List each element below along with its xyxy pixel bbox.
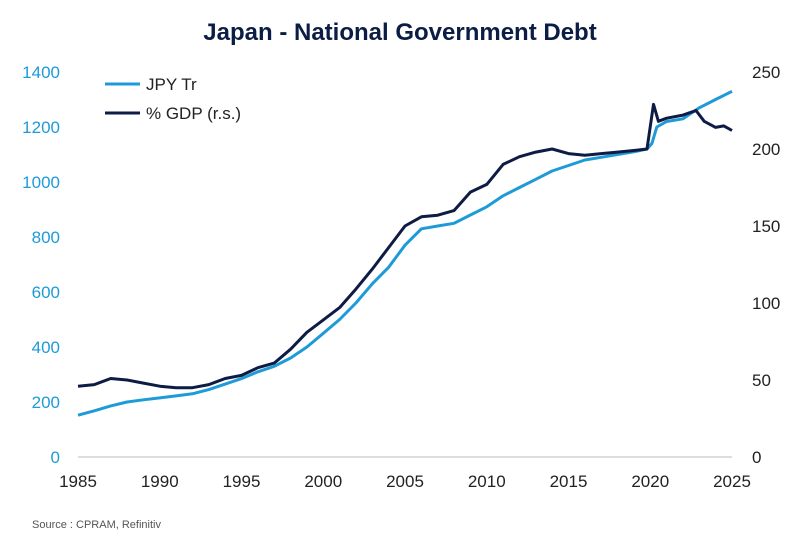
left-tick-label: 1200 (22, 118, 60, 137)
left-y-axis: 0 200 400 600 800 1000 1200 1400 (22, 63, 60, 467)
left-tick-label: 1000 (22, 173, 60, 192)
x-tick-label: 1995 (223, 472, 261, 491)
series-line-gdp (77, 102, 733, 390)
x-tick-label: 2025 (713, 472, 751, 491)
legend-label-jpy: JPY Tr (146, 75, 197, 94)
source-note: Source : CPRAM, Refinitiv (32, 519, 161, 531)
left-tick-label: 200 (32, 393, 60, 412)
x-tick-label: 1985 (59, 472, 97, 491)
x-tick-label: 1990 (141, 472, 179, 491)
legend-item-jpy: JPY Tr (105, 75, 197, 94)
x-tick-label: 2015 (550, 472, 588, 491)
right-tick-label: 100 (752, 294, 780, 313)
left-tick-label: 1400 (22, 63, 60, 82)
left-tick-label: 600 (32, 283, 60, 302)
left-tick-label: 400 (32, 338, 60, 357)
chart-title: Japan - National Government Debt (203, 19, 596, 46)
legend-item-gdp: % GDP (r.s.) (105, 104, 241, 123)
right-tick-label: 0 (752, 448, 761, 467)
series-line-jpy (77, 89, 733, 417)
legend-label-gdp: % GDP (r.s.) (146, 104, 241, 123)
right-tick-label: 250 (752, 63, 780, 82)
series-layer (77, 89, 733, 417)
left-tick-label: 0 (51, 448, 60, 467)
left-tick-label: 800 (32, 228, 60, 247)
x-tick-label: 2005 (386, 472, 424, 491)
x-tick-label: 2010 (468, 472, 506, 491)
x-tick-label: 2000 (304, 472, 342, 491)
x-axis: 1985 1990 1995 2000 2005 2010 2015 2020 2025 (59, 472, 751, 491)
x-tick-label: 2020 (631, 472, 669, 491)
right-y-axis: 0 50 100 150 200 250 (752, 63, 780, 467)
legend: JPY Tr % GDP (r.s.) (105, 75, 241, 123)
plot-area: 0 200 400 600 800 1000 1200 1400 0 50 100 150 200 25… (22, 63, 780, 491)
right-tick-label: 200 (752, 140, 780, 159)
right-tick-label: 150 (752, 217, 780, 236)
right-tick-label: 50 (752, 371, 771, 390)
